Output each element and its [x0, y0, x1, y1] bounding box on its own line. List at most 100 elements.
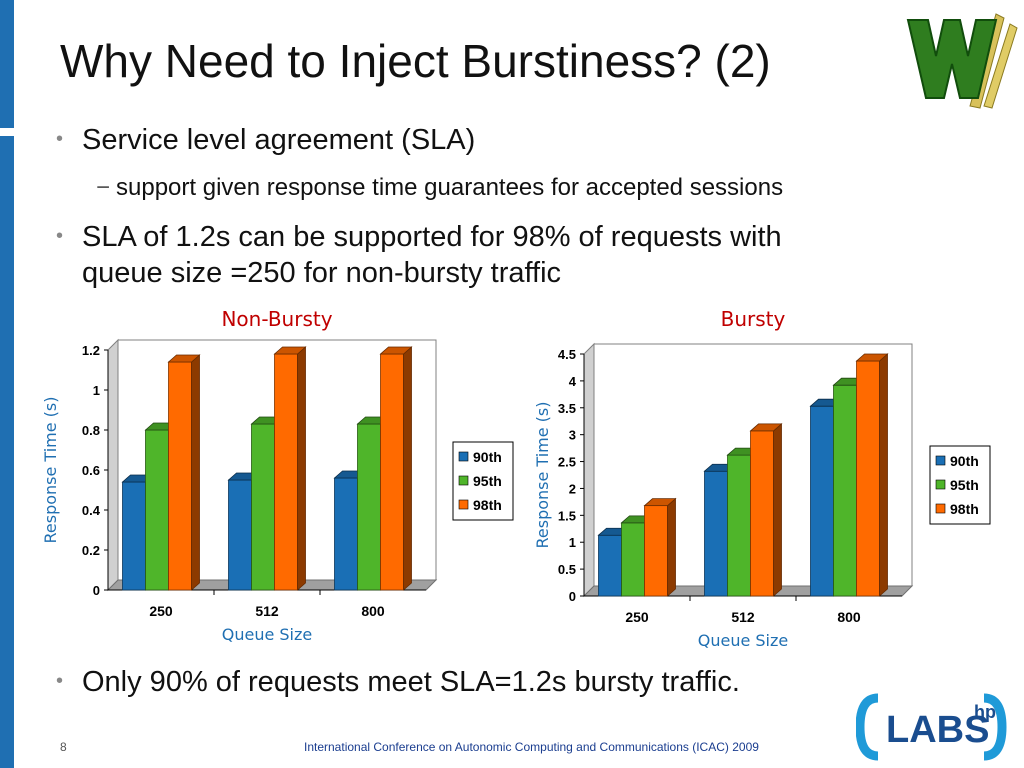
- legend: 90th 95th 98th: [929, 445, 991, 525]
- x-axis-label: Queue Size: [222, 625, 313, 644]
- y-tick-label: 0.5: [558, 562, 576, 577]
- legend-label: 90th: [950, 453, 979, 469]
- x-tick-label: 512: [255, 603, 279, 619]
- bar-front: [810, 405, 834, 597]
- y-tick-label: 1.5: [558, 508, 576, 523]
- bar-front: [644, 505, 668, 597]
- bar-front: [621, 522, 645, 597]
- logo-labs-text: LABS: [886, 709, 989, 751]
- side-wall: [583, 342, 595, 598]
- bar-front: [122, 481, 146, 591]
- bullet-sla-sub: support given response time guarantees f…: [116, 174, 784, 201]
- y-tick-label: 3.5: [558, 401, 576, 416]
- x-tick-label: 800: [361, 603, 385, 619]
- wm-logo-icon: WM: [906, 13, 1018, 109]
- bullet-sla-line1: SLA of 1.2s can be supported for 98% of …: [82, 221, 782, 253]
- legend-label: 95th: [950, 477, 979, 493]
- bar: [855, 353, 889, 597]
- bar-side: [297, 346, 306, 591]
- y-tick-label: 0: [569, 589, 576, 604]
- dash-icon: −: [96, 174, 111, 201]
- footer-text: International Conference on Autonomic Co…: [304, 740, 759, 754]
- bar-front: [856, 360, 880, 597]
- bar-front: [704, 470, 728, 597]
- chart-non-bursty: Non-Bursty 0 0.2 0.4 0.6 0.8 1 1.2 250 512 800 Queu…: [30, 300, 520, 650]
- y-tick-label: 0: [93, 583, 100, 598]
- legend-label: 90th: [473, 449, 502, 465]
- bar-side: [191, 354, 200, 591]
- legend-swatch: [935, 503, 946, 514]
- y-axis-label: Response Time (s): [533, 402, 552, 549]
- bar: [273, 346, 307, 591]
- y-tick-label: 4: [569, 374, 577, 389]
- y-tick-label: 2.5: [558, 455, 576, 470]
- y-tick-label: 1: [569, 535, 576, 550]
- x-tick-label: 250: [625, 609, 649, 625]
- x-tick-label: 250: [149, 603, 173, 619]
- bar-front: [598, 534, 622, 597]
- legend: 90th 95th 98th: [452, 441, 514, 521]
- legend-swatch: [935, 479, 946, 490]
- slide-title: Why Need to Inject Burstiness? (2): [60, 35, 771, 87]
- bar-side: [667, 497, 676, 597]
- bar-front: [168, 361, 192, 591]
- bullet-dot: •: [56, 128, 64, 150]
- bar-front: [228, 479, 252, 591]
- y-tick-label: 0.4: [82, 503, 101, 518]
- bar-front: [274, 353, 298, 591]
- accent-bar-bottom: [0, 136, 14, 768]
- bar: [167, 354, 201, 591]
- bullet-dot: •: [56, 670, 64, 692]
- x-tick-label: 512: [731, 609, 755, 625]
- legend-swatch: [458, 499, 469, 510]
- y-tick-label: 4.5: [558, 347, 576, 362]
- chart-svg: Bursty 0 0.5 1 1.5 2 2.5 3 3.5 4 4.5 250 512 800 Queue…: [533, 307, 991, 650]
- y-tick-label: 3: [569, 428, 576, 443]
- side-wall: [107, 338, 119, 592]
- bullet-sla: Service level agreement (SLA): [82, 124, 476, 156]
- bar-side: [773, 423, 782, 597]
- bar-top: [273, 346, 307, 355]
- bar-front: [380, 353, 404, 591]
- x-tick-label: 800: [837, 609, 861, 625]
- chart-title: Bursty: [721, 307, 786, 331]
- bullet-dot: •: [56, 225, 64, 247]
- chart-svg: Non-Bursty 0 0.2 0.4 0.6 0.8 1 1.2 250 512 800 Queu…: [41, 307, 514, 644]
- bar-top: [379, 346, 413, 355]
- svg-text:WM: WM: [926, 77, 928, 79]
- bar-top: [167, 354, 201, 363]
- legend-swatch: [458, 475, 469, 486]
- chart-bursty: Bursty 0 0.5 1 1.5 2 2.5 3 3.5 4 4.5 250 512 800 Queue…: [520, 300, 1010, 650]
- bar-side: [403, 346, 412, 591]
- bar-front: [357, 423, 381, 591]
- bar-front: [251, 423, 275, 591]
- legend-label: 98th: [473, 497, 502, 513]
- legend-swatch: [935, 455, 946, 466]
- bar-top: [749, 423, 783, 432]
- bar-top: [643, 498, 677, 507]
- bar-front: [833, 384, 857, 597]
- y-tick-label: 2: [569, 481, 576, 496]
- y-tick-label: 0.2: [82, 543, 100, 558]
- y-tick-label: 0.6: [82, 463, 100, 478]
- bar-front: [750, 430, 774, 597]
- y-axis-label: Response Time (s): [41, 397, 60, 544]
- hp-labs-logo-icon: LABS hp: [856, 693, 1007, 761]
- bar-top: [855, 353, 889, 362]
- bar: [749, 423, 783, 597]
- chart-title: Non-Bursty: [221, 307, 332, 331]
- bar-front: [334, 477, 358, 591]
- x-axis-label: Queue Size: [698, 631, 789, 650]
- bullet-sla-line2: queue size =250 for non-bursty traffic: [82, 257, 562, 289]
- legend-label: 95th: [473, 473, 502, 489]
- y-tick-label: 0.8: [82, 423, 100, 438]
- legend-swatch: [458, 451, 469, 462]
- y-tick-label: 1: [93, 383, 100, 398]
- bar: [379, 346, 413, 591]
- y-tick-label: 1.2: [82, 343, 100, 358]
- bar-front: [727, 454, 751, 597]
- legend-label: 98th: [950, 501, 979, 517]
- accent-bar-top: [0, 0, 14, 128]
- bar-front: [145, 429, 169, 591]
- bar-side: [879, 353, 888, 597]
